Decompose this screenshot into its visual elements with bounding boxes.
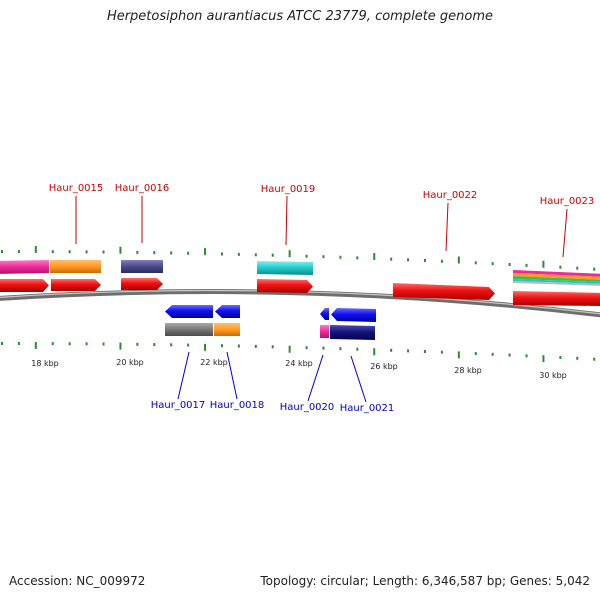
gene-category-bar[interactable] bbox=[121, 260, 163, 273]
scale-label: 18 kbp bbox=[31, 359, 59, 368]
gene-category-bar[interactable] bbox=[214, 323, 240, 336]
gene-label[interactable]: Haur_0015 bbox=[49, 183, 104, 194]
callout-line bbox=[445, 202, 449, 252]
scale-ticks-bottom bbox=[1, 342, 596, 363]
gene-category-bar[interactable] bbox=[0, 260, 49, 274]
gene-arrow-forward[interactable] bbox=[0, 279, 49, 292]
gene-label[interactable]: Haur_0020 bbox=[280, 402, 335, 413]
gene-label[interactable]: Haur_0019 bbox=[261, 184, 316, 195]
callout-line bbox=[177, 351, 190, 400]
gene-arrow-reverse[interactable] bbox=[320, 308, 329, 320]
gene-label[interactable]: Haur_0016 bbox=[115, 183, 170, 194]
gene-arrow-forward[interactable] bbox=[393, 283, 495, 300]
scale-label: 22 kbp bbox=[200, 358, 228, 367]
gene-category-band[interactable] bbox=[513, 281, 600, 286]
scale-ticks-top bbox=[1, 246, 596, 271]
gene-category-bar[interactable] bbox=[330, 325, 375, 340]
gene-arrow-forward[interactable] bbox=[121, 278, 163, 290]
gene-arrow-reverse[interactable] bbox=[331, 308, 376, 322]
gene-label[interactable]: Haur_0017 bbox=[151, 400, 206, 411]
genome-summary-text: Topology: circular; Length: 6,346,587 bp… bbox=[260, 574, 590, 588]
scale-label: 24 kbp bbox=[285, 359, 313, 368]
callout-line bbox=[307, 354, 324, 402]
gene-arrow-forward[interactable] bbox=[513, 291, 600, 306]
gene-category-bar[interactable] bbox=[320, 325, 329, 338]
callout-line bbox=[285, 195, 288, 246]
gene-category-band[interactable] bbox=[513, 270, 600, 277]
gene-label[interactable]: Haur_0018 bbox=[210, 400, 265, 411]
callout-line bbox=[226, 351, 238, 400]
genome-title: Herpetosiphon aurantiacus ATCC 23779, co… bbox=[106, 9, 494, 24]
scale-label: 26 kbp bbox=[370, 362, 398, 371]
gene-arrow-reverse[interactable] bbox=[165, 305, 213, 318]
gene-category-bar[interactable] bbox=[165, 323, 213, 336]
gene-arrow-reverse[interactable] bbox=[215, 305, 240, 318]
gene-label[interactable]: Haur_0021 bbox=[340, 403, 395, 414]
gene-label[interactable]: Haur_0023 bbox=[540, 196, 595, 207]
gene-category-bar[interactable] bbox=[50, 260, 101, 273]
scale-label: 20 kbp bbox=[116, 358, 144, 367]
accession-text: Accession: NC_009972 bbox=[9, 574, 146, 588]
gene-arrow-forward[interactable] bbox=[51, 279, 101, 291]
scale-label: 30 kbp bbox=[539, 371, 567, 380]
callout-line bbox=[350, 355, 367, 403]
callout-line bbox=[562, 208, 568, 258]
gene-label[interactable]: Haur_0022 bbox=[423, 190, 478, 201]
gene-category-bar[interactable] bbox=[257, 261, 313, 275]
gene-category-band[interactable] bbox=[513, 273, 600, 280]
gene-category-band[interactable] bbox=[513, 276, 600, 282]
gene-arrow-forward[interactable] bbox=[257, 279, 313, 293]
gene-category-band[interactable] bbox=[513, 279, 600, 284]
scale-label: 28 kbp bbox=[454, 366, 482, 375]
